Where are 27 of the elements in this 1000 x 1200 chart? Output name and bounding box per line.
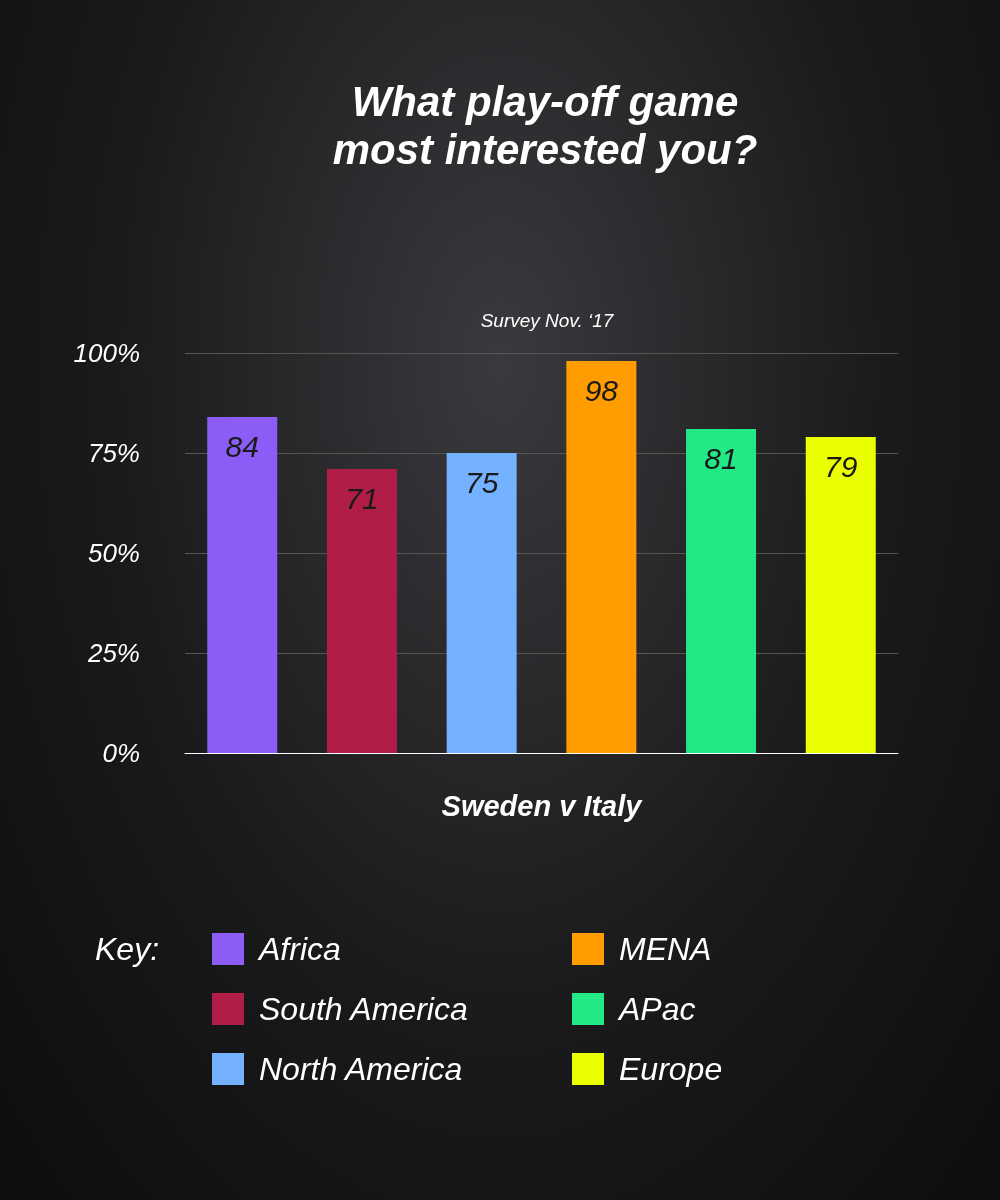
chart-subtitle: Survey Nov. ‘17 [480, 310, 615, 331]
bar [805, 437, 876, 753]
data-label: 81 [704, 441, 738, 475]
bar [326, 469, 397, 753]
legend-label: APac [617, 991, 696, 1027]
legend-label: MENA [619, 931, 712, 967]
y-tick-label: 75% [87, 438, 140, 468]
data-label: 79 [824, 449, 858, 483]
data-label: 98 [584, 373, 619, 407]
x-tick-label: Sweden v Italy [441, 789, 644, 822]
bar [207, 417, 278, 753]
y-tick-label: 50% [87, 538, 140, 568]
chart-title: What play-off game most interested you? [332, 77, 758, 173]
data-label: 71 [345, 481, 379, 515]
legend-label: North America [259, 1051, 463, 1087]
data-label: 84 [225, 429, 259, 463]
legend-title: Key: [95, 931, 160, 967]
y-tick-label: 0% [102, 738, 140, 768]
bar [566, 361, 637, 753]
legend-label: Europe [619, 1051, 723, 1087]
bar [446, 453, 517, 753]
legend-label: South America [259, 991, 468, 1027]
y-tick-label: 100% [73, 338, 140, 368]
bar [686, 429, 757, 753]
data-label: 75 [464, 465, 499, 499]
y-tick-label: 25% [86, 638, 140, 668]
legend-label: Africa [257, 931, 341, 967]
